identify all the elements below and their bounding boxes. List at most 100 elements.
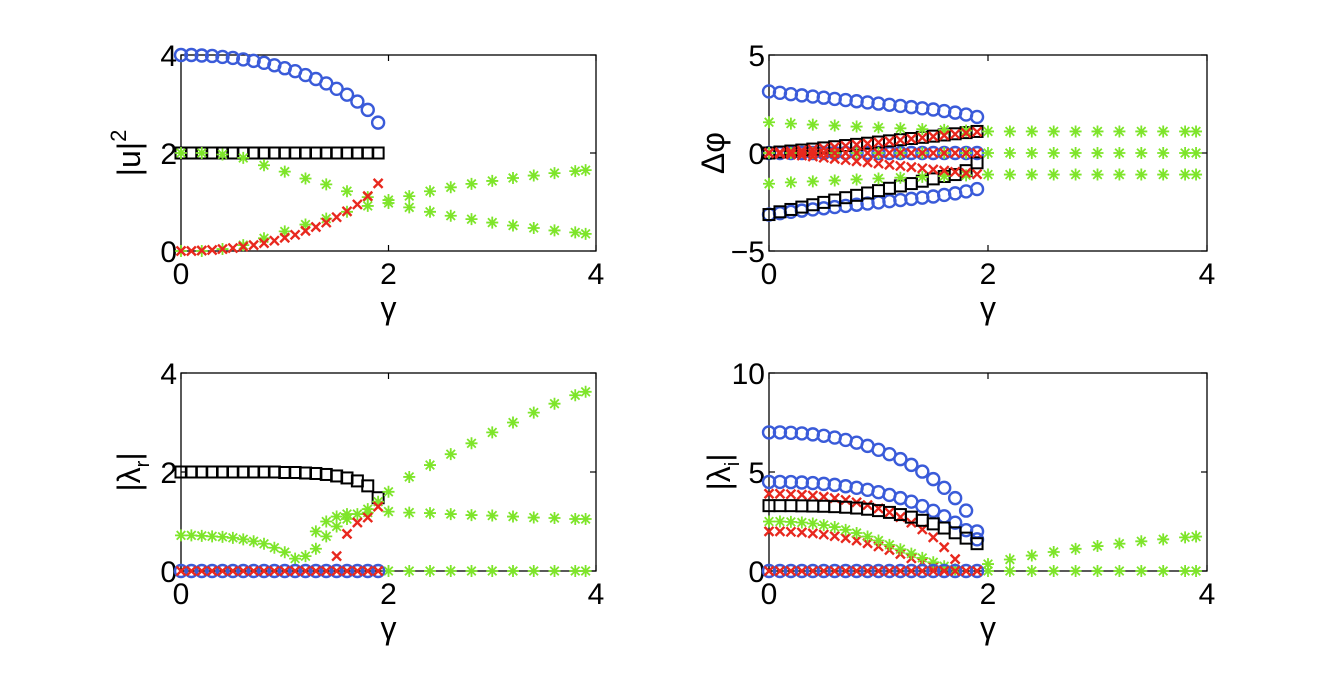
data-point-x xyxy=(289,565,301,577)
data-point-star xyxy=(299,550,312,563)
data-point-x xyxy=(884,507,895,518)
data-point-x xyxy=(237,241,249,252)
data-point-x xyxy=(949,147,961,159)
data-point-star xyxy=(784,117,797,130)
data-point-x xyxy=(807,490,819,501)
data-point-x xyxy=(341,205,353,217)
data-point-star xyxy=(486,509,499,522)
data-point-star xyxy=(1113,565,1126,577)
data-point-circle xyxy=(370,115,386,130)
data-point-star xyxy=(465,437,478,450)
data-point-star xyxy=(268,541,281,554)
data-point-x xyxy=(818,565,830,577)
data-point-x xyxy=(807,565,819,577)
data-point-x xyxy=(372,178,384,189)
data-point-star xyxy=(1113,147,1126,159)
data-point-star xyxy=(382,485,395,498)
y-tick-label: 4 xyxy=(160,358,177,391)
data-point-x xyxy=(196,245,208,256)
x-tick-label: 2 xyxy=(380,578,397,611)
data-point-x xyxy=(862,138,873,149)
data-point-circle xyxy=(360,102,375,118)
data-point-star xyxy=(872,172,885,185)
data-point-star xyxy=(1025,565,1038,577)
data-point-x xyxy=(862,157,873,168)
data-point-star xyxy=(465,177,478,190)
data-point-star xyxy=(1047,147,1060,159)
data-point-star xyxy=(195,147,208,159)
data-point-circle xyxy=(958,503,974,518)
y-axis-label-main: Δφ xyxy=(695,132,731,174)
data-point-x xyxy=(320,565,332,577)
data-point-x xyxy=(217,565,228,577)
data-point-star xyxy=(1091,125,1104,138)
data-point-x xyxy=(269,565,280,577)
data-point-x xyxy=(362,190,374,202)
data-point-star xyxy=(960,169,973,182)
data-point-star xyxy=(1179,125,1192,138)
series-layer xyxy=(173,385,592,579)
data-point-x xyxy=(352,199,363,210)
data-point-star xyxy=(527,511,540,524)
data-point-circle xyxy=(225,563,241,579)
data-point-x xyxy=(927,565,939,577)
data-point-star xyxy=(1135,168,1148,181)
data-point-x xyxy=(938,565,950,577)
y-tick-label: 4 xyxy=(160,40,177,73)
data-point-x xyxy=(310,221,322,233)
data-point-star xyxy=(1157,533,1170,546)
data-point-star xyxy=(894,122,907,135)
data-point-x xyxy=(851,155,862,167)
data-point-star xyxy=(444,448,457,461)
data-point-x xyxy=(938,130,950,141)
y-tick-label: −5 xyxy=(731,236,765,269)
data-point-star xyxy=(444,508,457,521)
data-point-x xyxy=(884,565,895,577)
data-point-star xyxy=(1069,147,1082,159)
data-point-x xyxy=(796,489,808,501)
data-point-circle xyxy=(204,48,220,64)
data-point-circle xyxy=(194,563,209,579)
data-point-x xyxy=(829,530,841,542)
data-point-star xyxy=(486,426,499,439)
data-point-star xyxy=(341,508,353,521)
data-point-star xyxy=(226,531,239,544)
data-point-x xyxy=(949,128,961,140)
data-point-x xyxy=(763,565,775,577)
data-point-x xyxy=(906,161,917,173)
data-point-circle xyxy=(893,451,908,467)
data-point-x xyxy=(763,147,775,159)
data-point-x xyxy=(960,167,972,179)
data-point-star xyxy=(1190,565,1203,577)
data-point-x xyxy=(818,152,830,164)
data-point-star xyxy=(894,171,907,184)
data-point-x xyxy=(851,565,862,577)
data-point-x xyxy=(331,550,342,562)
data-point-x xyxy=(352,517,363,528)
x-axis-label: γ xyxy=(381,610,397,646)
data-point-circle xyxy=(204,563,220,579)
data-point-circle xyxy=(256,563,272,579)
x-tick-label: 0 xyxy=(761,258,778,291)
data-point-star xyxy=(1047,168,1060,181)
data-point-x xyxy=(960,147,972,159)
data-point-x xyxy=(279,232,291,244)
y-axis-label-main: |λ xyxy=(701,466,737,490)
data-point-star xyxy=(773,515,786,528)
data-point-star xyxy=(1190,125,1203,138)
data-point-star xyxy=(905,547,918,560)
data-point-circle xyxy=(277,563,292,579)
data-point-x xyxy=(372,501,384,512)
data-point-x xyxy=(895,134,906,146)
data-point-star xyxy=(185,529,198,542)
data-point-star xyxy=(569,226,582,239)
data-point-star xyxy=(237,151,250,164)
data-point-x xyxy=(774,565,786,577)
data-point-circle xyxy=(947,490,963,506)
data-point-star xyxy=(1190,147,1203,159)
data-point-star xyxy=(1091,565,1104,577)
data-point-x xyxy=(862,147,873,159)
y-tick-label: 5 xyxy=(748,40,765,73)
x-axis-label: γ xyxy=(381,290,397,326)
